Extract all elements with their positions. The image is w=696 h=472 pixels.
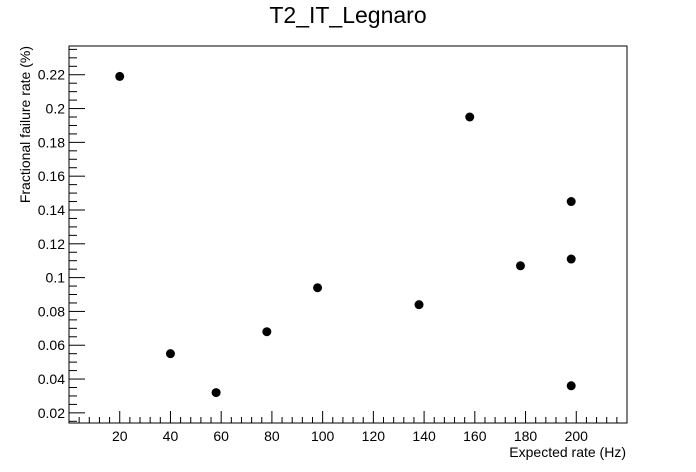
y-tick-label: 0.2: [46, 101, 66, 117]
y-tick-label: 0.06: [38, 337, 65, 353]
y-tick-label: 0.16: [38, 168, 65, 184]
x-tick-label: 100: [311, 428, 335, 444]
y-tick-label: 0.08: [38, 303, 65, 319]
x-tick-label: 200: [565, 428, 589, 444]
chart-title: T2_IT_Legnaro: [269, 2, 427, 28]
x-tick-label: 180: [514, 428, 538, 444]
y-tick-label: 0.18: [38, 134, 65, 150]
data-point: [115, 71, 125, 81]
y-tick-label: 0.12: [38, 236, 65, 252]
x-tick-label: 160: [463, 428, 487, 444]
x-tick-label: 40: [163, 428, 179, 444]
data-point: [515, 261, 525, 271]
ticks-layer: 20 40 60 80 100 120 140 160 180 200 0.02 0.04 0.06 0.…: [38, 48, 618, 444]
data-point: [165, 349, 175, 359]
y-tick-label: 0.14: [38, 202, 65, 218]
x-tick-label: 60: [213, 428, 229, 444]
y-tick-label: 0.04: [38, 371, 65, 387]
y-tick-label: 0.22: [38, 67, 65, 83]
data-point: [566, 254, 576, 264]
plot-frame: [68, 45, 628, 424]
axes-layer: [68, 45, 628, 424]
x-tick-label: 120: [362, 428, 386, 444]
data-point: [211, 388, 221, 398]
x-axis-label: Expected rate (Hz): [509, 444, 626, 460]
data-point: [414, 300, 424, 310]
y-tick-label: 0.02: [38, 405, 65, 421]
y-axis-label: Fractional failure rate (%): [17, 46, 33, 203]
y-tick-label: 0.1: [46, 270, 66, 286]
data-point: [566, 197, 576, 207]
data-point: [465, 112, 475, 122]
x-tick-label: 20: [112, 428, 128, 444]
data-point: [313, 283, 323, 293]
x-tick-label: 80: [264, 428, 280, 444]
data-point: [262, 327, 272, 337]
x-tick-label: 140: [412, 428, 436, 444]
points-layer: [115, 71, 576, 398]
data-point: [566, 381, 576, 391]
